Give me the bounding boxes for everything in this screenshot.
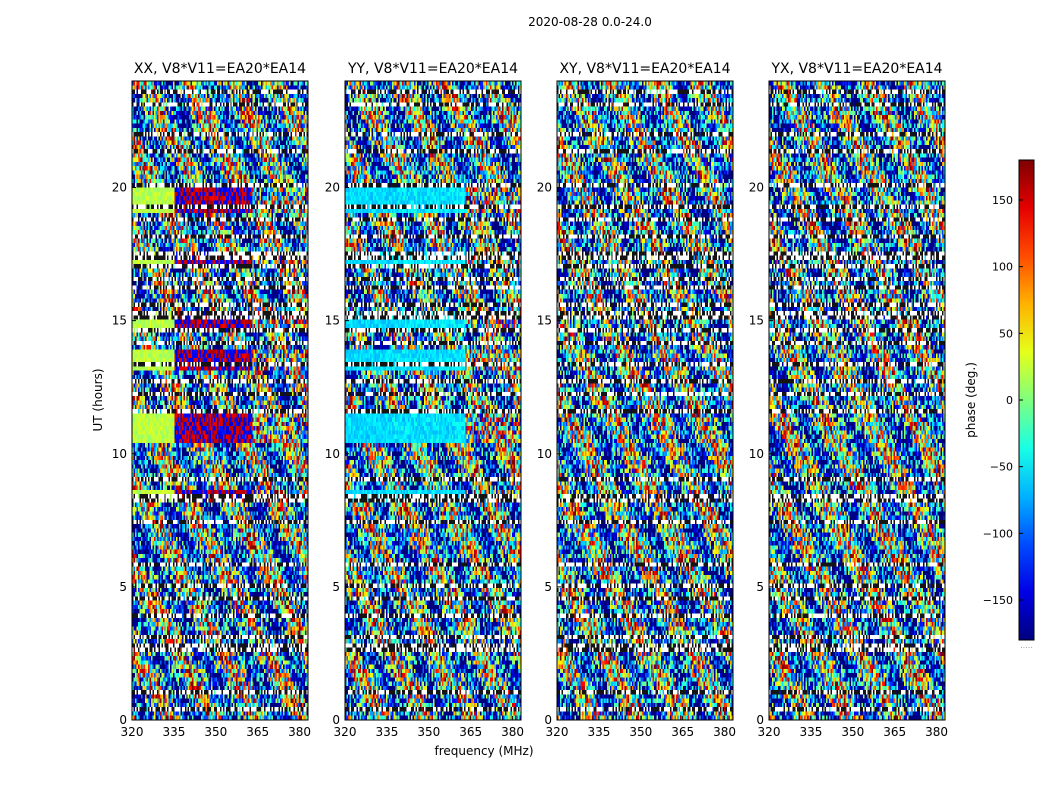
- y-tick-label: 0: [756, 713, 764, 727]
- y-tick-label: 15: [537, 314, 552, 328]
- colorbar-tick-label: −50: [990, 461, 1013, 474]
- y-tick-label: 0: [332, 713, 340, 727]
- x-tick-label: 365: [671, 725, 694, 739]
- panel-title: YY, V8*V11=EA20*EA14: [347, 61, 518, 77]
- x-tick-label: 320: [758, 725, 781, 739]
- y-tick-label: 15: [325, 314, 340, 328]
- y-tick-label: 10: [112, 447, 127, 461]
- y-tick-label: 15: [112, 314, 127, 328]
- x-tick-label: 320: [334, 725, 357, 739]
- panel-group: XX, V8*V11=EA20*EA14 320 335 350 365 380 0 5 10 1…: [112, 61, 948, 739]
- y-tick-label: 20: [112, 181, 127, 195]
- colorbar-label: phase (deg.): [964, 362, 978, 438]
- y-tick-label: 20: [325, 181, 340, 195]
- x-tick-label: 350: [841, 725, 864, 739]
- x-tick-label: 380: [288, 725, 311, 739]
- panel-frame: [768, 80, 946, 721]
- panel-frame: [344, 80, 522, 721]
- x-tick-label: 335: [799, 725, 822, 739]
- panel-title: XY, V8*V11=EA20*EA14: [559, 61, 730, 77]
- y-axis-label: UT (hours): [91, 368, 105, 431]
- phase-raster: [132, 81, 308, 720]
- x-tick-label: 335: [375, 725, 398, 739]
- y-tick-label: 0: [119, 713, 127, 727]
- panel-frame: [556, 80, 734, 721]
- panel-xx: XX, V8*V11=EA20*EA14 320 335 350 365 380 0 5 10 1…: [112, 61, 311, 739]
- colorbar-tick-label: 100: [992, 261, 1013, 274]
- panel-yx: YX, V8*V11=EA20*EA14 320 335 350 365 380 0 5 10 1…: [749, 61, 948, 739]
- x-tick-label: 380: [713, 725, 736, 739]
- phase-raster: [345, 81, 521, 720]
- y-tick-label: 5: [544, 580, 552, 594]
- colorbar-note: .....: [1020, 641, 1033, 650]
- y-tick-label: 20: [749, 181, 764, 195]
- y-tick-label: 0: [544, 713, 552, 727]
- y-tick-label: 5: [756, 580, 764, 594]
- x-tick-label: 335: [162, 725, 185, 739]
- y-tick-label: 10: [537, 447, 552, 461]
- x-tick-label: 365: [459, 725, 482, 739]
- x-axis-label: frequency (MHz): [434, 744, 533, 758]
- x-tick-label: 350: [417, 725, 440, 739]
- figure-title: 2020-08-28 0.0-24.0: [528, 15, 652, 29]
- x-tick-label: 350: [204, 725, 227, 739]
- colorbar-tick-label: 150: [992, 194, 1013, 207]
- x-tick-label: 335: [587, 725, 610, 739]
- panel-title: YX, V8*V11=EA20*EA14: [770, 61, 942, 77]
- colorbar-tick-label: 50: [999, 327, 1013, 340]
- colorbar: 150 100 50 0 −50 −100 −150.....: [983, 159, 1035, 650]
- x-tick-label: 365: [883, 725, 906, 739]
- phase-raster: [769, 81, 945, 720]
- colorbar-tick-label: −150: [983, 594, 1013, 607]
- colorbar-tick-label: −100: [983, 527, 1013, 540]
- y-tick-label: 10: [749, 447, 764, 461]
- phase-raster: [557, 81, 733, 720]
- x-tick-label: 320: [121, 725, 144, 739]
- y-tick-label: 10: [325, 447, 340, 461]
- y-tick-label: 20: [537, 181, 552, 195]
- x-tick-label: 380: [501, 725, 524, 739]
- y-tick-label: 15: [749, 314, 764, 328]
- panel-xy: XY, V8*V11=EA20*EA14 320 335 350 365 380 0 5 10 1…: [537, 61, 736, 739]
- panel-frame: [131, 80, 309, 721]
- y-tick-label: 5: [332, 580, 340, 594]
- colorbar-tick-label: 0: [1006, 394, 1013, 407]
- y-tick-label: 5: [119, 580, 127, 594]
- panel-yy: YY, V8*V11=EA20*EA14 320 335 350 365 380 0 5 10 1…: [325, 61, 524, 739]
- x-tick-label: 320: [546, 725, 569, 739]
- x-tick-label: 350: [629, 725, 652, 739]
- x-tick-label: 380: [925, 725, 948, 739]
- x-tick-label: 365: [246, 725, 269, 739]
- panel-title: XX, V8*V11=EA20*EA14: [134, 61, 306, 77]
